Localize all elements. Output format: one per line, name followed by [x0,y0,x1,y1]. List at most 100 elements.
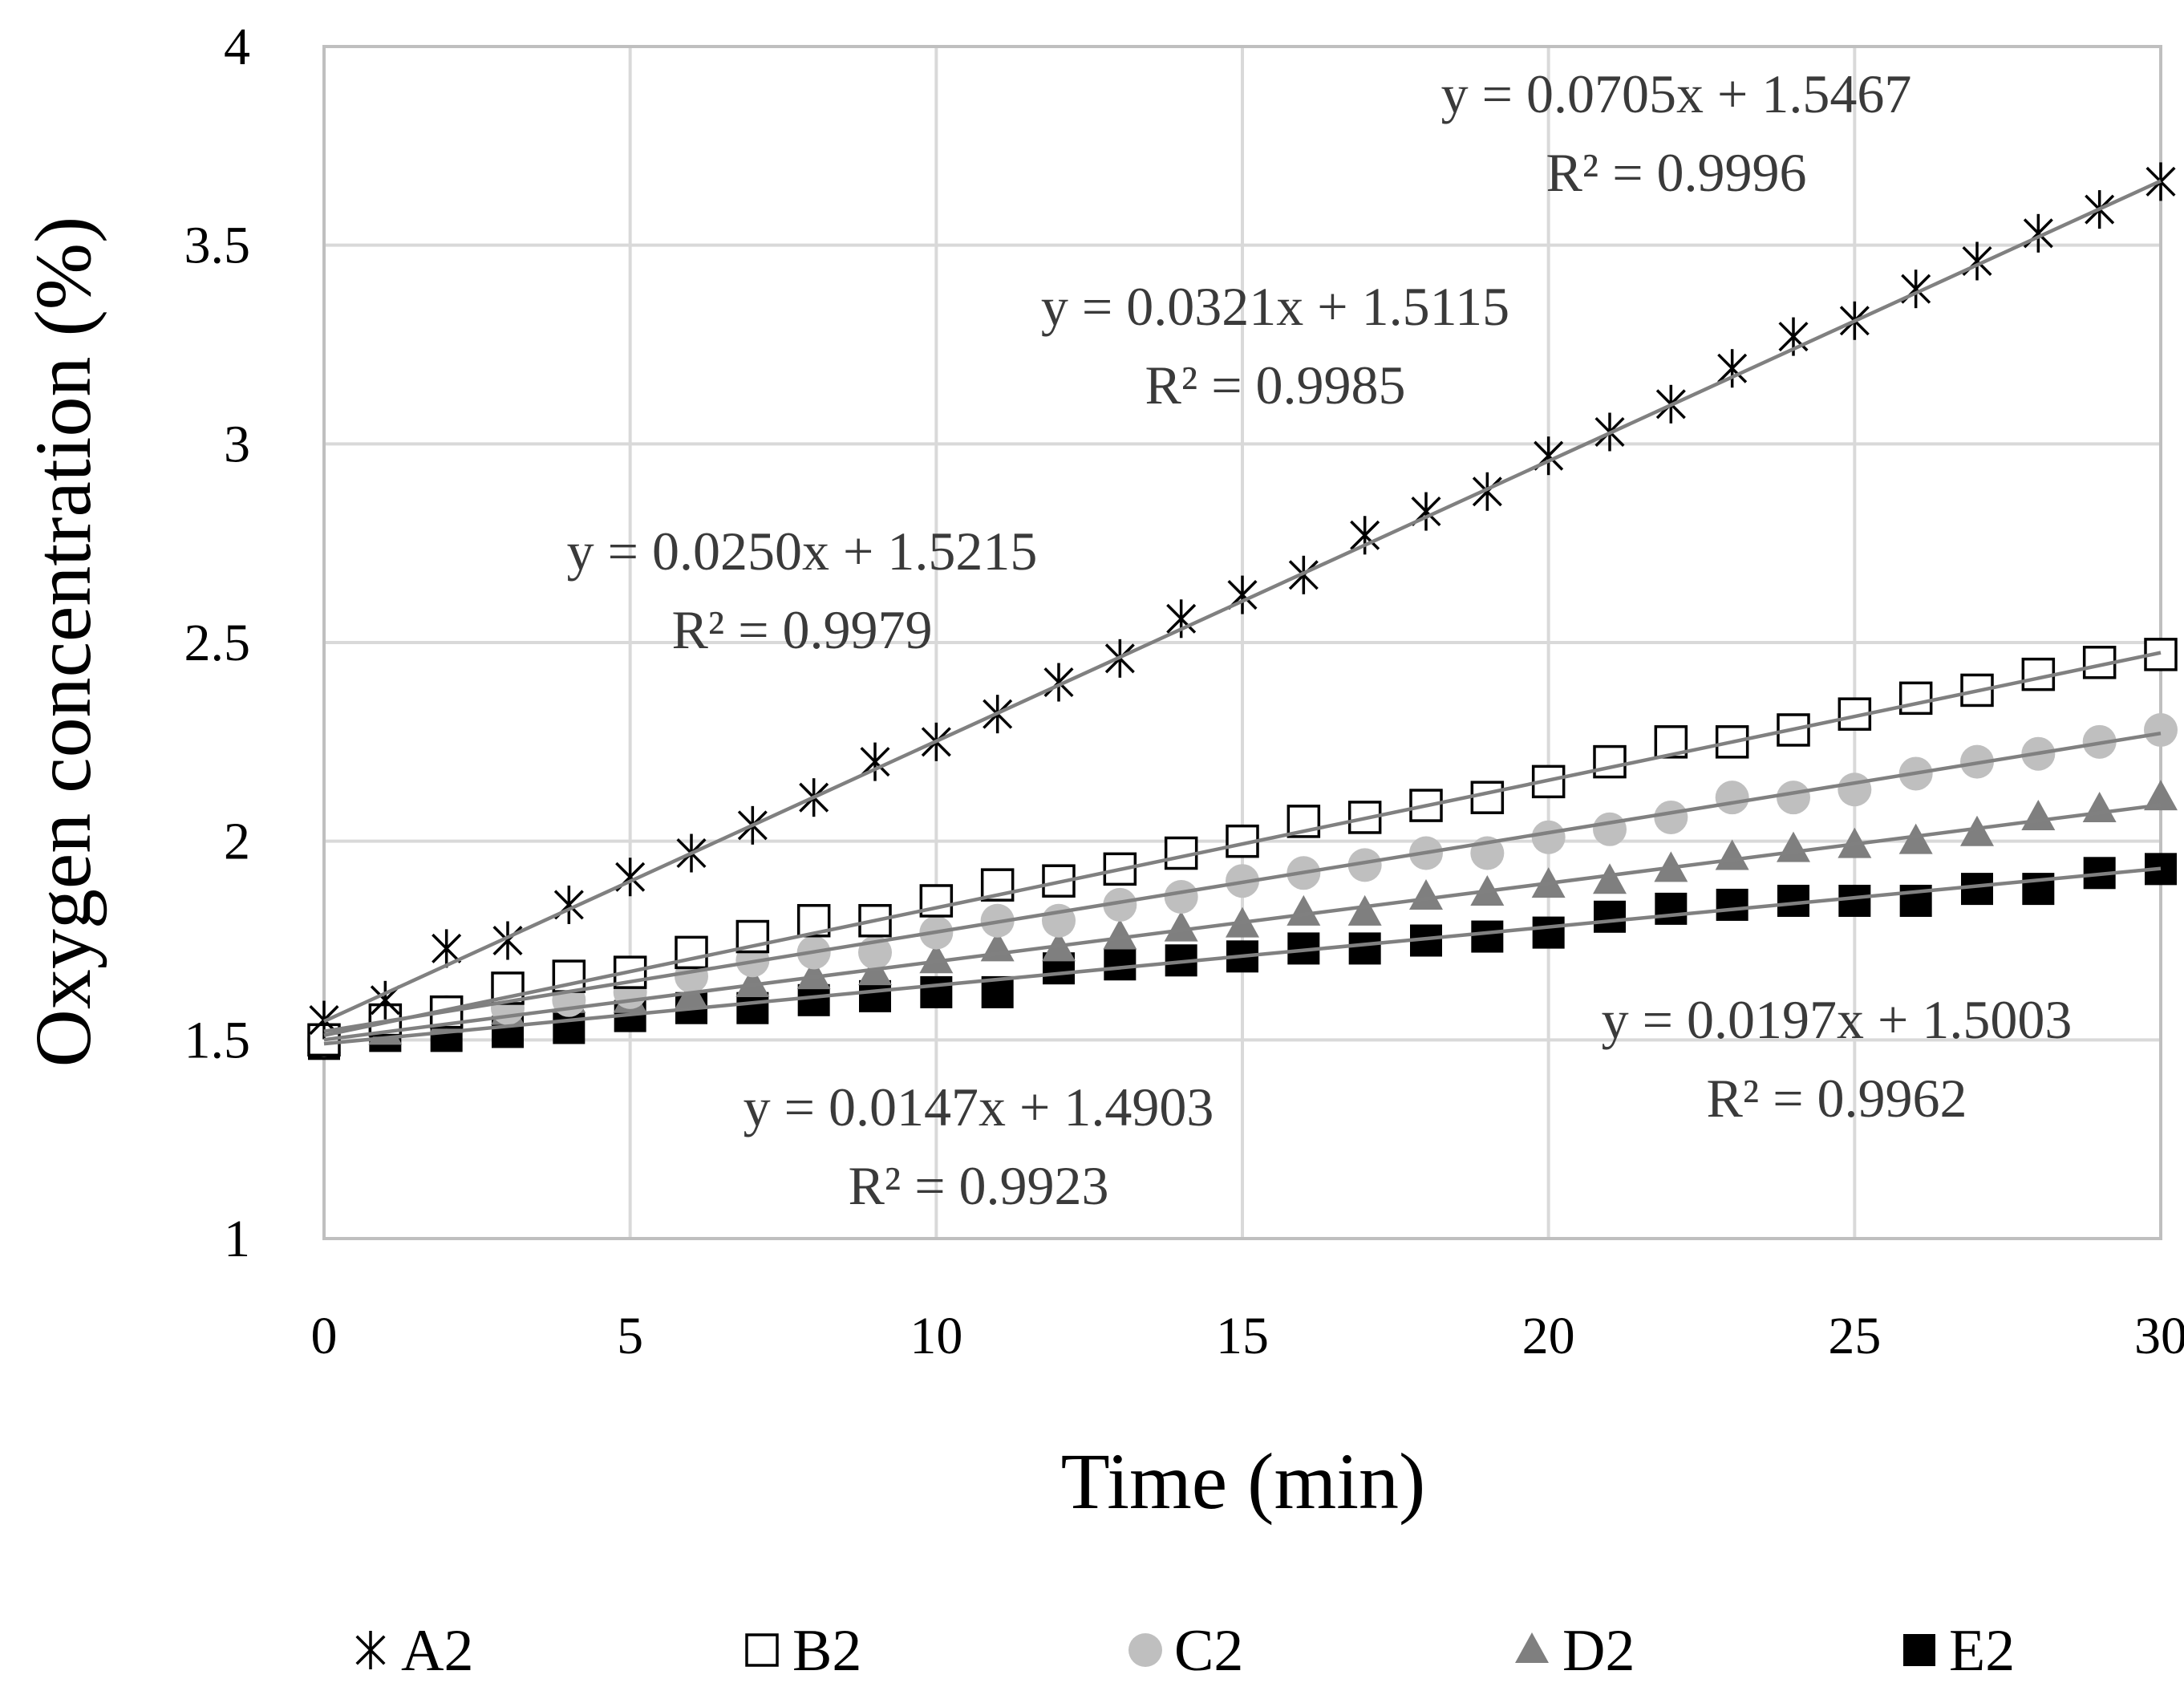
r2-a2: R² = 0.9996 [1546,142,1806,203]
marker-c2 [2144,712,2178,747]
trendline-a2 [323,179,2162,1024]
marker-d2 [1347,894,1382,926]
trendline-d2 [323,803,2162,1042]
legend-open-square-icon [745,1633,779,1667]
legend-label-a2: A2 [401,1618,473,1684]
equation-c2: y = 0.0250x + 1.5215 [567,521,1038,582]
legend-filled-square-icon [1903,1634,1935,1666]
legend-star-icon [355,1631,386,1669]
equation-e2: y = 0.0147x + 1.4903 [744,1077,1214,1137]
marker-a2 [1717,349,1748,388]
legend-marker-shape [745,1633,779,1667]
marker-a2 [1166,599,1197,639]
equation-a2: y = 0.0705x + 1.5467 [1441,63,1912,124]
marker-e2 [736,991,769,1024]
marker-c2 [1715,781,1749,815]
marker-c2 [1838,772,1872,807]
legend-item-d2: D2 [1515,1618,1635,1684]
marker-e2 [1716,888,1748,921]
marker-b2 [675,935,708,970]
legend-marker-shape [355,1631,386,1669]
legend-marker-shape [1903,1634,1935,1666]
marker-d2 [796,959,831,990]
marker-c2 [1777,781,1810,815]
marker-c2 [1593,812,1627,846]
marker-c2 [1531,820,1566,854]
marker-c2 [1347,848,1382,882]
x-tick-label: 25 [1828,1307,1881,1365]
x-axis-title: Time (min) [1061,1437,1426,1526]
x-tick-labels: 0 5 10 15 20 25 30 [311,1307,2184,1365]
r2-d2: R² = 0.9962 [1706,1068,1967,1129]
legend-item-c2: C2 [1128,1618,1243,1684]
marker-d2 [1898,823,1933,854]
y-tick-label: 2.5 [184,614,251,672]
x-tick-label: 20 [1522,1307,1575,1365]
marker-e2 [1532,916,1565,949]
y-tick-label: 1.5 [184,1011,251,1069]
legend-circle-icon [1128,1633,1162,1667]
legend-item-a2: A2 [355,1618,473,1684]
trendline-e2 [323,866,2162,1046]
x-tick-label: 30 [2134,1307,2184,1365]
trendline-b2 [323,651,2162,1037]
marker-e2 [1961,873,1993,906]
x-tick-label: 10 [910,1307,962,1365]
equation-b2: y = 0.0321x + 1.5115 [1041,276,1509,337]
r2-e2: R² = 0.9923 [848,1155,1108,1216]
y-tick-labels: 1 1.5 2 2.5 3 3.5 4 [184,18,251,1268]
marker-b2 [1898,681,1933,716]
x-tick-label: 15 [1216,1307,1269,1365]
marker-d2 [735,966,770,997]
y-axis-title: Oxygen concentration (%) [18,217,107,1068]
marker-c2 [1654,800,1688,834]
marker-b2 [1593,744,1627,779]
marker-a2 [1350,516,1380,555]
marker-e2 [1348,932,1381,965]
x-tick-label: 0 [311,1307,338,1365]
marker-e2 [1104,948,1137,981]
legend-item-b2: B2 [745,1618,861,1684]
marker-c2 [1103,887,1137,922]
legend-marker-shape [1128,1633,1162,1667]
marker-c2 [1164,880,1198,914]
legend-marker-shape [1515,1632,1549,1663]
trendlines [323,179,2162,1046]
y-tick-label: 2 [224,813,250,871]
marker-a2 [860,742,890,781]
marker-d2 [1409,879,1443,910]
marker-d2 [1286,894,1321,926]
y-tick-label: 3.5 [184,217,251,275]
marker-e2 [1655,892,1688,925]
trendline-c2 [323,731,2162,1033]
y-tick-label: 3 [224,415,250,473]
legend-label-e2: E2 [1949,1618,2015,1684]
marker-d2 [919,943,954,974]
marker-e2 [797,983,830,1016]
marker-d2 [1593,863,1627,894]
legend: A2 B2 C2 D2 E2 [355,1618,2015,1684]
marker-e2 [920,975,953,1008]
marker-b2 [1470,781,1505,814]
y-tick-label: 1 [224,1210,250,1268]
r2-b2: R² = 0.9985 [1145,355,1405,416]
marker-a2 [432,929,462,968]
r2-c2: R² = 0.9979 [671,599,932,660]
marker-d2 [1103,918,1137,950]
x-tick-label: 5 [617,1307,643,1365]
legend-item-e2: E2 [1903,1618,2015,1684]
equation-d2: y = 0.0197x + 1.5003 [1602,989,2073,1050]
marker-a2 [1043,663,1074,702]
y-tick-label: 4 [224,18,250,76]
marker-d2 [1960,815,1994,846]
marker-d2 [1164,910,1198,942]
marker-e2 [1594,900,1626,933]
marker-e2 [1838,884,1871,917]
marker-e2 [553,1012,586,1044]
marker-b2 [1715,725,1749,759]
marker-e2 [1471,920,1504,953]
marker-d2 [2144,780,2178,811]
legend-label-c2: C2 [1174,1618,1243,1684]
legend-triangle-icon [1515,1632,1549,1663]
